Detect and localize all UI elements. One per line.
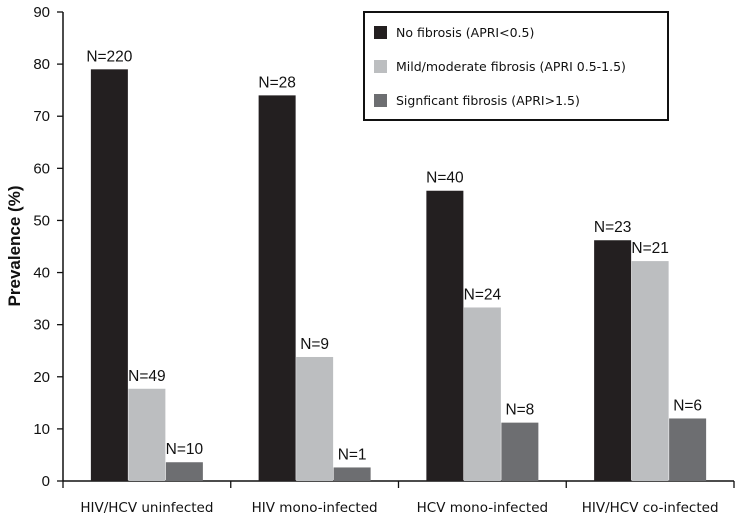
bar	[501, 422, 539, 481]
y-tick-label: 70	[33, 108, 50, 125]
x-category-label: HIV mono-infected	[252, 500, 378, 516]
y-tick-label: 30	[33, 317, 50, 334]
y-tick-label: 90	[33, 4, 50, 21]
bar-count-label: N=23	[594, 219, 632, 236]
legend: No fibrosis (APRI<0.5) Mild/moderate fibr…	[363, 11, 669, 121]
y-tick-label: 20	[33, 369, 50, 386]
bar-count-label: N=24	[464, 286, 502, 303]
x-category-label: HIV/HCV uninfected	[80, 500, 213, 516]
bar-count-label: N=10	[166, 441, 204, 458]
bar-count-label: N=49	[128, 368, 166, 385]
bar-count-label: N=6	[673, 397, 702, 414]
x-category-label: HCV mono-infected	[417, 500, 548, 516]
bar-count-label: N=28	[258, 74, 296, 91]
bar	[463, 307, 501, 481]
legend-label: No fibrosis (APRI<0.5)	[396, 25, 534, 40]
bar	[333, 467, 371, 481]
bar	[90, 69, 128, 482]
legend-swatch	[374, 94, 387, 107]
bar	[258, 95, 296, 481]
bar	[426, 190, 464, 482]
legend-box	[363, 11, 669, 121]
y-tick-label: 10	[33, 421, 50, 438]
bar	[594, 240, 632, 481]
bars	[90, 69, 707, 482]
bar-count-label: N=40	[426, 170, 464, 187]
axes: 0 10 20 30 40 50 60 70 80 90 HIV/HCV uninfected HIV…	[33, 4, 735, 516]
bar	[128, 388, 166, 481]
bar-count-label: N=8	[505, 402, 534, 419]
bar	[669, 418, 707, 481]
bar-count-label: N=220	[86, 48, 132, 65]
legend-swatch	[374, 60, 387, 73]
y-tick-label: 0	[42, 473, 50, 490]
legend-swatch	[374, 26, 387, 39]
bar-count-label: N=1	[338, 446, 367, 463]
bar-count-label: N=21	[631, 240, 669, 257]
y-tick-label: 60	[33, 160, 50, 177]
x-category-label: HIV/HCV co-infected	[582, 500, 719, 516]
bar-count-label: N=9	[300, 336, 329, 353]
legend-label: Mild/moderate fibrosis (APRI 0.5-1.5)	[396, 59, 626, 74]
legend-label: Signficant fibrosis (APRI>1.5)	[396, 93, 580, 108]
bar	[296, 356, 334, 481]
y-tick-label: 80	[33, 56, 50, 73]
bar-labels: N=220 N=28 N=40 N=23 N=49 N=9 N=24 N=21 N=10 N=1 N…	[86, 48, 702, 463]
y-tick-label: 50	[33, 212, 50, 229]
y-axis-title: Prevalence (%)	[5, 186, 24, 307]
bar	[165, 462, 203, 481]
y-tick-label: 40	[33, 265, 50, 282]
bar	[631, 261, 669, 481]
